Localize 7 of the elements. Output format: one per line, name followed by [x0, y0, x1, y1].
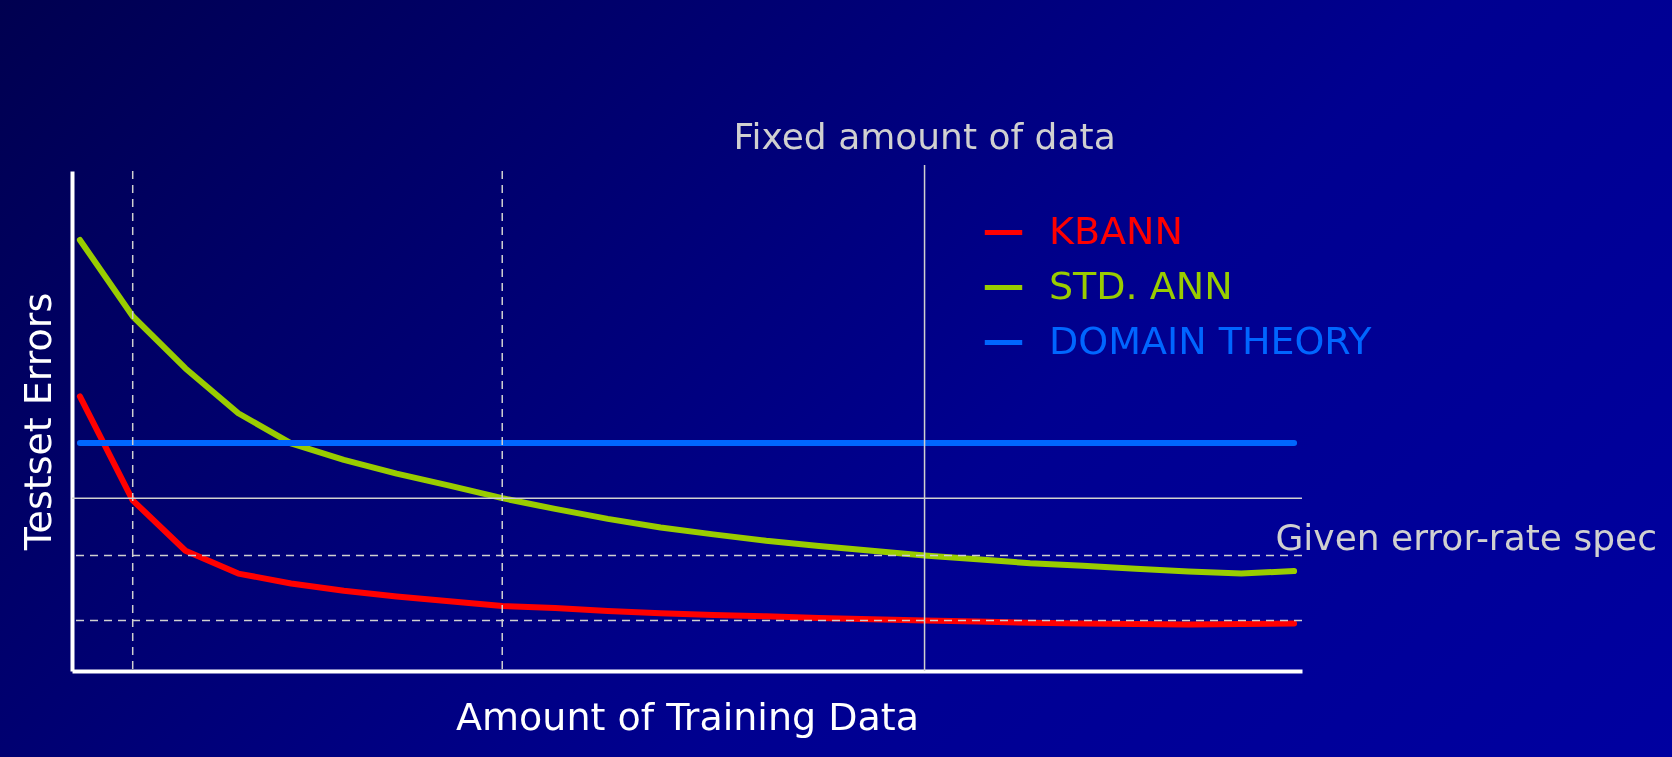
ref-line-label: Given error-rate spec — [1275, 517, 1657, 559]
x-axis-title: Amount of Training Data — [456, 694, 919, 739]
y-axis-title: Testset Errors — [15, 292, 60, 552]
legend-label: DOMAIN THEORY — [1049, 318, 1373, 363]
legend-label: STD. ANN — [1049, 263, 1233, 308]
legend-label: KBANN — [1049, 208, 1183, 253]
text: Fixed amount of data — [733, 116, 1116, 157]
